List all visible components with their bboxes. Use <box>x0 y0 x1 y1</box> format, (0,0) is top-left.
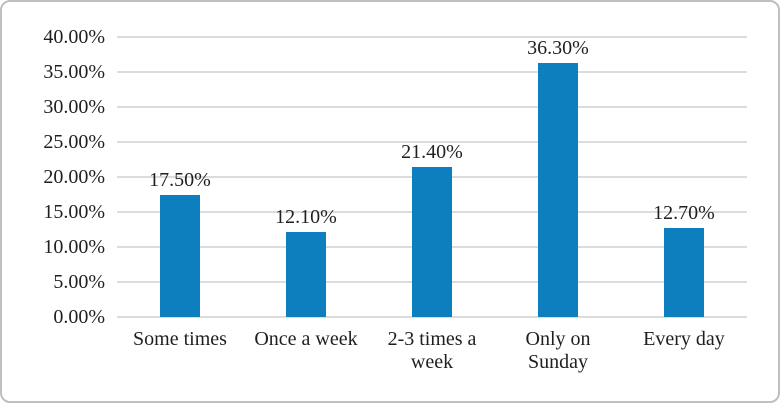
y-tick-label: 5.00% <box>53 271 105 293</box>
y-tick-label: 0.00% <box>53 306 105 328</box>
y-tick-label: 20.00% <box>43 166 105 188</box>
bar <box>412 167 452 317</box>
x-category-label: Every day <box>643 328 725 350</box>
x-category-label: Once a week <box>254 328 358 350</box>
bar <box>664 228 704 317</box>
bar-data-label: 36.30% <box>527 36 589 59</box>
plot-area: 17.50% 12.10% 21.40% 36.30% 12.70% <box>117 36 747 318</box>
bar-data-label: 21.40% <box>401 141 463 164</box>
bar <box>538 62 578 317</box>
bar <box>286 232 326 317</box>
gridline <box>117 141 747 143</box>
y-tick-label: 15.00% <box>43 201 105 223</box>
gridline <box>117 316 747 318</box>
bar-data-label: 12.70% <box>653 202 715 225</box>
y-tick-label: 40.00% <box>43 26 105 48</box>
y-tick-label: 30.00% <box>43 96 105 118</box>
bar-data-label: 17.50% <box>149 168 211 191</box>
y-tick-label: 10.00% <box>43 236 105 258</box>
gridline <box>117 71 747 73</box>
bar <box>160 194 200 317</box>
gridline <box>117 36 747 38</box>
bar-data-label: 12.10% <box>275 206 337 229</box>
gridline <box>117 106 747 108</box>
x-category-label: Some times <box>133 328 227 350</box>
x-category-label: 2-3 times a week <box>387 328 477 373</box>
x-category-label: Only on Sunday <box>525 328 591 373</box>
y-tick-label: 25.00% <box>43 131 105 153</box>
y-tick-label: 35.00% <box>43 61 105 83</box>
